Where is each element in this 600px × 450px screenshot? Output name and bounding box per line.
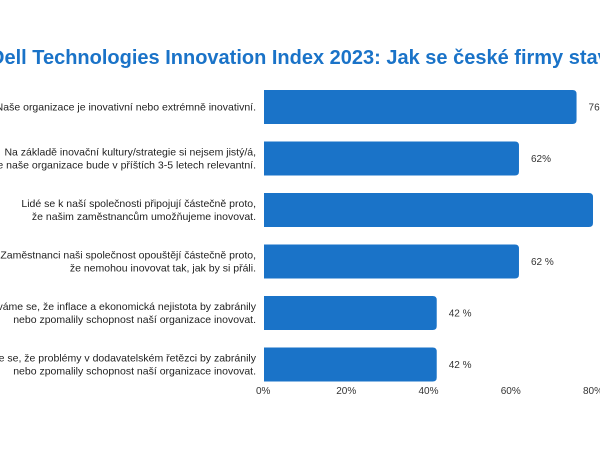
x-tick-label-3: 40% [418, 386, 438, 397]
category-label-3: Lidé se k naší společnosti připojují čás… [21, 198, 256, 223]
bar-6 [264, 347, 437, 382]
value-label-4: 62 % [531, 257, 554, 268]
value-label-6: 42 % [449, 360, 472, 371]
value-label-2: 62% [531, 154, 551, 165]
category-label-4: Zaměstnanci naši společnost opouštějí čá… [0, 250, 256, 275]
category-label-5: Obáváme se, že inflace a ekonomická neji… [0, 301, 257, 326]
x-tick-label-1: 0% [256, 386, 271, 397]
bar-1 [264, 90, 577, 124]
category-label-1: Naše organizace je inovativní nebo extré… [0, 102, 256, 114]
x-tick-label-4: 60% [501, 386, 521, 397]
bar-3 [264, 193, 593, 227]
bar-5 [264, 296, 437, 330]
x-tick-label-2: 20% [336, 386, 356, 397]
chart-title: Dell Technologies Innovation Index 2023:… [0, 47, 600, 71]
category-label-2: Na základě inovační kultury/strategie si… [0, 147, 256, 172]
category-label-6: Obáváme se, že problémy v dodavatelském … [0, 353, 257, 378]
value-label-5: 42 % [449, 309, 472, 320]
bar-4 [264, 244, 519, 279]
value-label-1: 76 % [589, 103, 600, 114]
bar-2 [264, 141, 519, 176]
x-tick-label-5: 80% [583, 386, 600, 397]
chart-title-text: Dell Technologies Innovation Index 2023:… [0, 47, 600, 69]
